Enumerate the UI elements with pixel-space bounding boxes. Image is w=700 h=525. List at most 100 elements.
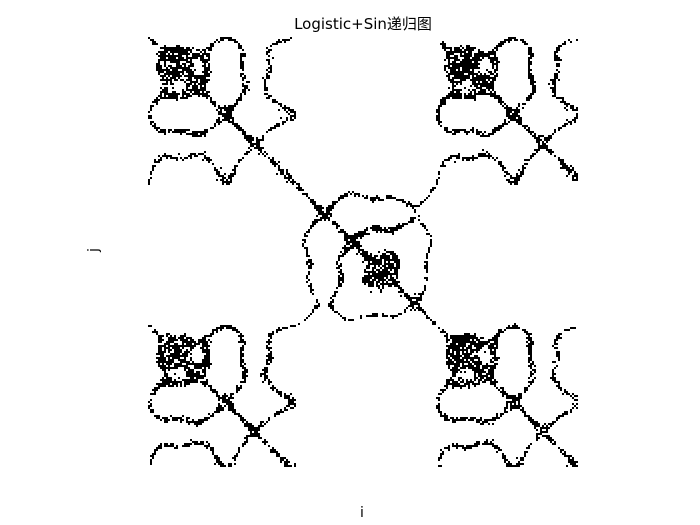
recurrence-cell — [162, 345, 164, 347]
recurrence-cell — [192, 371, 194, 373]
recurrence-cell — [418, 299, 420, 301]
recurrence-cell — [234, 463, 236, 465]
recurrence-cell — [164, 51, 166, 53]
recurrence-cell — [508, 327, 510, 329]
recurrence-cell — [372, 257, 374, 259]
recurrence-cell — [278, 125, 280, 127]
recurrence-cell — [164, 345, 166, 347]
recurrence-cell — [478, 365, 480, 367]
recurrence-cell — [508, 107, 510, 109]
recurrence-cell — [244, 137, 246, 139]
recurrence-cell — [198, 443, 200, 445]
recurrence-cell — [258, 437, 260, 439]
recurrence-cell — [164, 153, 166, 155]
recurrence-cell — [268, 341, 270, 343]
recurrence-cell — [492, 61, 494, 63]
recurrence-cell — [516, 179, 518, 181]
recurrence-cell — [164, 351, 166, 353]
recurrence-cell — [270, 335, 272, 337]
recurrence-cell — [494, 417, 496, 419]
recurrence-cell — [454, 93, 456, 95]
recurrence-cell — [188, 49, 190, 51]
recurrence-cell — [340, 273, 342, 275]
recurrence-cell — [552, 439, 554, 441]
recurrence-cell — [452, 367, 454, 369]
recurrence-cell — [528, 73, 530, 75]
recurrence-cell — [510, 395, 512, 397]
recurrence-cell — [200, 135, 202, 137]
recurrence-cell — [464, 365, 466, 367]
recurrence-cell — [368, 255, 370, 257]
recurrence-cell — [534, 149, 536, 151]
recurrence-cell — [294, 399, 296, 401]
recurrence-cell — [344, 193, 346, 195]
recurrence-cell — [468, 97, 470, 99]
recurrence-cell — [474, 97, 476, 99]
recurrence-cell — [532, 53, 534, 55]
recurrence-cell — [514, 325, 516, 327]
recurrence-cell — [454, 75, 456, 77]
recurrence-cell — [556, 51, 558, 53]
recurrence-cell — [234, 455, 236, 457]
recurrence-cell — [350, 235, 352, 237]
recurrence-cell — [214, 101, 216, 103]
recurrence-cell — [434, 323, 436, 325]
recurrence-cell — [186, 365, 188, 367]
recurrence-cell — [390, 273, 392, 275]
recurrence-cell — [482, 93, 484, 95]
recurrence-cell — [230, 409, 232, 411]
recurrence-cell — [506, 173, 508, 175]
recurrence-cell — [312, 311, 314, 313]
recurrence-cell — [460, 359, 462, 361]
recurrence-cell — [180, 337, 182, 339]
recurrence-cell — [228, 403, 230, 405]
recurrence-cell — [204, 381, 206, 383]
recurrence-cell — [530, 57, 532, 59]
recurrence-cell — [166, 335, 168, 337]
recurrence-cell — [170, 355, 172, 357]
recurrence-cell — [220, 465, 222, 467]
recurrence-cell — [186, 89, 188, 91]
recurrence-cell — [228, 409, 230, 411]
recurrence-cell — [204, 351, 206, 353]
recurrence-cell — [442, 163, 444, 165]
recurrence-cell — [196, 57, 198, 59]
recurrence-cell — [436, 119, 438, 121]
recurrence-cell — [392, 231, 394, 233]
recurrence-cell — [396, 271, 398, 273]
recurrence-cell — [488, 347, 490, 349]
recurrence-cell — [184, 443, 186, 445]
recurrence-cell — [526, 163, 528, 165]
recurrence-cell — [570, 409, 572, 411]
recurrence-cell — [484, 381, 486, 383]
recurrence-cell — [268, 445, 270, 447]
recurrence-cell — [424, 261, 426, 263]
recurrence-cell — [384, 263, 386, 265]
recurrence-cell — [380, 261, 382, 263]
recurrence-cell — [450, 53, 452, 55]
recurrence-cell — [390, 253, 392, 255]
recurrence-cell — [458, 131, 460, 133]
recurrence-cell — [190, 61, 192, 63]
recurrence-cell — [186, 353, 188, 355]
recurrence-cell — [280, 461, 282, 463]
recurrence-cell — [518, 327, 520, 329]
recurrence-cell — [472, 349, 474, 351]
recurrence-cell — [270, 159, 272, 161]
recurrence-cell — [190, 71, 192, 73]
recurrence-cell — [262, 373, 264, 375]
recurrence-cell — [330, 297, 332, 299]
recurrence-cell — [478, 51, 480, 53]
recurrence-cell — [482, 83, 484, 85]
recurrence-cell — [376, 315, 378, 317]
recurrence-cell — [576, 175, 578, 177]
recurrence-cell — [348, 235, 350, 237]
recurrence-cell — [194, 69, 196, 71]
recurrence-cell — [528, 61, 530, 63]
recurrence-cell — [528, 339, 530, 341]
recurrence-cell — [466, 131, 468, 133]
recurrence-cell — [496, 363, 498, 365]
recurrence-cell — [268, 417, 270, 419]
recurrence-cell — [204, 445, 206, 447]
recurrence-cell — [344, 251, 346, 253]
